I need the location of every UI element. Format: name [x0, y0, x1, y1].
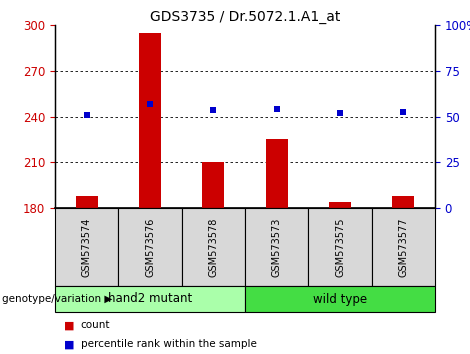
Title: GDS3735 / Dr.5072.1.A1_at: GDS3735 / Dr.5072.1.A1_at	[150, 10, 340, 24]
Bar	[76, 196, 98, 208]
Bar	[139, 33, 161, 208]
Bar	[245, 208, 308, 286]
Text: ■: ■	[64, 339, 75, 349]
Bar	[55, 208, 118, 286]
Bar	[245, 286, 435, 312]
Bar	[372, 208, 435, 286]
Text: GSM573575: GSM573575	[335, 217, 345, 277]
Bar	[182, 208, 245, 286]
Text: GSM573577: GSM573577	[399, 217, 408, 277]
Text: percentile rank within the sample: percentile rank within the sample	[81, 339, 257, 349]
Text: GSM573574: GSM573574	[82, 217, 92, 277]
Text: GSM573573: GSM573573	[272, 217, 282, 277]
Bar	[266, 139, 288, 208]
Bar	[392, 196, 415, 208]
Text: GSM573576: GSM573576	[145, 217, 155, 277]
Text: ■: ■	[64, 320, 75, 330]
Text: hand2 mutant: hand2 mutant	[108, 292, 192, 306]
Bar	[202, 162, 224, 208]
Text: count: count	[81, 320, 110, 330]
Text: genotype/variation ▶: genotype/variation ▶	[2, 294, 113, 304]
Bar	[308, 208, 372, 286]
Text: GSM573578: GSM573578	[208, 217, 219, 277]
Bar	[118, 208, 182, 286]
Bar	[55, 286, 245, 312]
Bar	[329, 202, 351, 208]
Text: wild type: wild type	[313, 292, 367, 306]
